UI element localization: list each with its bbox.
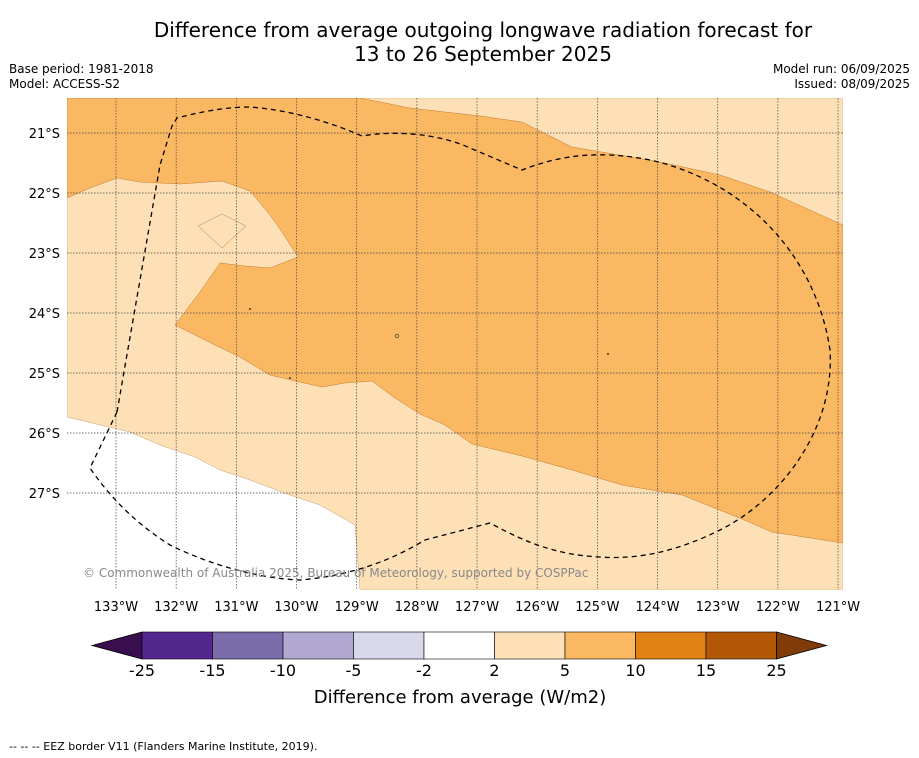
colorbar-cell bbox=[423, 631, 495, 660]
colorbar-tick-label: -15 bbox=[199, 661, 225, 680]
colorbar-tick-label: -5 bbox=[346, 661, 362, 680]
colorbar-cell bbox=[353, 631, 425, 660]
latitude-label: 27°S bbox=[29, 487, 60, 502]
colorbar-cell bbox=[212, 631, 284, 660]
issued-date: Issued: 08/09/2025 bbox=[794, 77, 910, 91]
longitude-label: 129°W bbox=[335, 600, 379, 615]
colorbar-cell bbox=[494, 631, 566, 660]
contour-dot bbox=[289, 377, 291, 379]
colorbar-tick-label: 2 bbox=[489, 661, 499, 680]
colorbar-cell bbox=[635, 631, 707, 660]
longitude-label: 123°W bbox=[696, 600, 740, 615]
colorbar: -25 -15 -10 -5 -2 2 5 10 15 25 Difference from av… bbox=[90, 631, 829, 708]
contour-dot bbox=[394, 333, 400, 339]
map-panel: © Commonwealth of Australia 2025, Bureau… bbox=[67, 98, 843, 590]
gridlines bbox=[67, 98, 843, 590]
map-title: Difference from average outgoing longwav… bbox=[0, 18, 919, 66]
colorbar-ticks: -25 -15 -10 -5 -2 2 5 10 15 25 bbox=[129, 661, 787, 680]
colorbar-extend-high bbox=[776, 631, 829, 660]
longitude-label: 128°W bbox=[395, 600, 439, 615]
latitude-label: 21°S bbox=[29, 127, 60, 142]
base-period: Base period: 1981-2018 bbox=[9, 62, 154, 76]
longitude-labels: 133°W 132°W 131°W 130°W 129°W 128°W 127°W 126°W… bbox=[94, 600, 860, 615]
longitude-label: 131°W bbox=[214, 600, 258, 615]
colorbar-cells bbox=[90, 631, 829, 660]
copyright-text: © Commonwealth of Australia 2025, Bureau… bbox=[83, 566, 588, 580]
colorbar-tick-label: 25 bbox=[766, 661, 786, 680]
title-line-2: 13 to 26 September 2025 bbox=[354, 42, 612, 66]
colorbar-tick-label: 5 bbox=[560, 661, 570, 680]
contour-dot bbox=[607, 353, 609, 355]
footnote: -- -- -- EEZ border V11 (Flanders Marine… bbox=[9, 740, 318, 753]
longitude-label: 127°W bbox=[455, 600, 499, 615]
eez-border bbox=[89, 106, 831, 581]
colorbar-tick-label: -2 bbox=[416, 661, 432, 680]
longitude-label: 121°W bbox=[816, 600, 860, 615]
colorbar-cell bbox=[705, 631, 777, 660]
longitude-label: 130°W bbox=[274, 600, 318, 615]
colorbar-label: Difference from average (W/m2) bbox=[314, 687, 606, 708]
colorbar-tick-label: 15 bbox=[696, 661, 716, 680]
latitude-label: 22°S bbox=[29, 187, 60, 202]
colorbar-tick-label: -10 bbox=[270, 661, 296, 680]
model-run: Model run: 06/09/2025 bbox=[772, 62, 910, 76]
colorbar-tick-label: 10 bbox=[625, 661, 645, 680]
colorbar-cell bbox=[141, 631, 213, 660]
longitude-label: 124°W bbox=[635, 600, 679, 615]
contour-band-5-10 bbox=[67, 98, 843, 544]
latitude-label: 24°S bbox=[29, 307, 60, 322]
longitude-label: 133°W bbox=[94, 600, 138, 615]
latitude-label: 25°S bbox=[29, 367, 60, 382]
contour-dot bbox=[249, 308, 251, 310]
latitude-label: 23°S bbox=[29, 247, 60, 262]
meta-right: Model run: 06/09/2025 Issued: 08/09/2025 bbox=[773, 62, 910, 92]
colorbar-cell bbox=[564, 631, 636, 660]
colorbar-cell bbox=[282, 631, 354, 660]
longitude-label: 126°W bbox=[515, 600, 559, 615]
colorbar-extend-low bbox=[90, 631, 143, 660]
longitude-label: 125°W bbox=[575, 600, 619, 615]
latitude-label: 26°S bbox=[29, 427, 60, 442]
latitude-labels: 21°S 22°S 23°S 24°S 25°S 26°S 27°S bbox=[29, 127, 60, 502]
longitude-label: 132°W bbox=[154, 600, 198, 615]
title-line-1: Difference from average outgoing longwav… bbox=[153, 18, 813, 42]
meta-left: Base period: 1981-2018 Model: ACCESS-S2 bbox=[9, 62, 154, 92]
contour-island bbox=[197, 213, 247, 249]
colorbar-tick-label: -25 bbox=[129, 661, 155, 680]
model-name: Model: ACCESS-S2 bbox=[9, 77, 121, 91]
longitude-label: 122°W bbox=[756, 600, 800, 615]
